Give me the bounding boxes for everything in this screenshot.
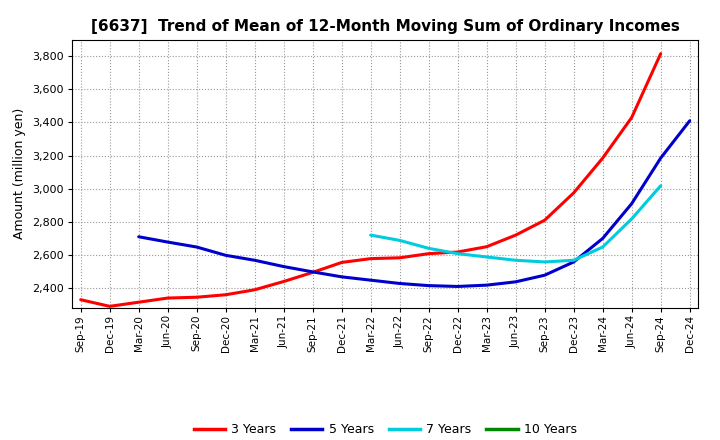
7 Years (657, 183, 665, 188)
5 Years (308, 269, 317, 275)
7 Years (482, 254, 491, 260)
3 Years (279, 279, 288, 284)
7 Years (511, 258, 520, 263)
5 Years (482, 282, 491, 288)
5 Years (454, 284, 462, 289)
3 Years (163, 295, 172, 301)
5 Years (279, 264, 288, 269)
7 Years (454, 251, 462, 256)
3 Years (308, 270, 317, 275)
3 Years (366, 256, 375, 261)
5 Years (163, 239, 172, 245)
5 Years (541, 272, 549, 278)
3 Years (511, 232, 520, 238)
3 Years (541, 217, 549, 223)
5 Years (395, 281, 404, 286)
Y-axis label: Amount (million yen): Amount (million yen) (14, 108, 27, 239)
3 Years (598, 155, 607, 161)
3 Years (482, 244, 491, 249)
5 Years (424, 283, 433, 288)
5 Years (192, 244, 201, 249)
5 Years (135, 234, 143, 239)
7 Years (366, 232, 375, 238)
7 Years (598, 244, 607, 249)
7 Years (395, 238, 404, 243)
Line: 5 Years: 5 Years (139, 121, 690, 286)
3 Years (105, 304, 114, 309)
3 Years (251, 287, 259, 293)
5 Years (685, 118, 694, 124)
3 Years (627, 115, 636, 120)
3 Years (135, 300, 143, 305)
3 Years (76, 297, 85, 302)
Line: 3 Years: 3 Years (81, 54, 661, 306)
3 Years (657, 51, 665, 56)
3 Years (454, 249, 462, 255)
3 Years (338, 260, 346, 265)
7 Years (541, 259, 549, 264)
5 Years (570, 259, 578, 264)
Legend: 3 Years, 5 Years, 7 Years, 10 Years: 3 Years, 5 Years, 7 Years, 10 Years (189, 418, 582, 440)
5 Years (221, 253, 230, 258)
5 Years (251, 258, 259, 263)
5 Years (598, 236, 607, 241)
7 Years (570, 258, 578, 263)
3 Years (424, 251, 433, 256)
Line: 7 Years: 7 Years (371, 186, 661, 262)
5 Years (627, 201, 636, 206)
5 Years (366, 278, 375, 283)
Title: [6637]  Trend of Mean of 12-Month Moving Sum of Ordinary Incomes: [6637] Trend of Mean of 12-Month Moving … (91, 19, 680, 34)
7 Years (627, 216, 636, 221)
3 Years (221, 292, 230, 297)
5 Years (657, 155, 665, 161)
5 Years (511, 279, 520, 285)
3 Years (192, 295, 201, 300)
3 Years (570, 190, 578, 195)
5 Years (338, 274, 346, 279)
3 Years (395, 255, 404, 260)
7 Years (424, 246, 433, 251)
